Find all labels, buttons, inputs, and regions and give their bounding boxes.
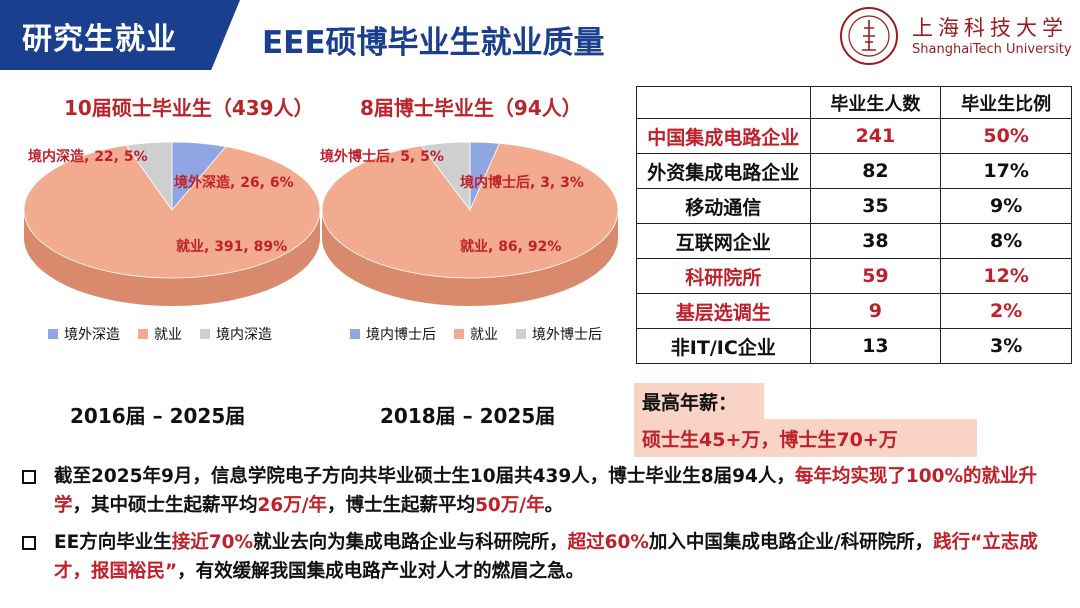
- page-title: EEE硕博毕业生就业质量: [262, 25, 605, 61]
- table-row: 中国集成电路企业 241 50%: [636, 118, 1072, 154]
- pie-side-band: [322, 210, 618, 306]
- table-header-row: 毕业生人数 毕业生比例: [636, 86, 1072, 119]
- bullet-item: 截至2025年9月，信息学院电子方向共毕业硕士生10届共439人，博士毕业生8届…: [22, 462, 1062, 520]
- table-cell-category: 基层选调生: [636, 293, 811, 329]
- legend-item: 境外博士后: [516, 324, 602, 344]
- phd-label-abroad: 境外博士后, 5, 5%: [320, 149, 444, 165]
- employment-table: 毕业生人数 毕业生比例 中国集成电路企业 241 50% 外资集成电路企业 82 17% 移…: [636, 86, 1072, 364]
- university-logo: 上海科技大学 ShanghaiTech University: [838, 6, 1078, 66]
- legend-item: 就业: [454, 324, 498, 344]
- pie-slice-就业: [321, 142, 619, 279]
- table-row: 外资集成电路企业 82 17%: [636, 153, 1072, 189]
- table-cell-count: 82: [809, 153, 942, 189]
- table-cell-category: 科研院所: [636, 258, 811, 294]
- table-cell-category: 互联网企业: [636, 223, 811, 259]
- table-cell-count: 35: [809, 188, 942, 224]
- pie-slice-境外博士后: [420, 141, 471, 212]
- master-label-employed: 就业, 391, 89%: [176, 239, 288, 255]
- phd-pie-title: 8届博士毕业生（94人）: [360, 96, 582, 120]
- section-tag-label: 研究生就业: [22, 22, 177, 57]
- table-cell-category: 外资集成电路企业: [636, 153, 811, 189]
- master-pie-title: 10届硕士毕业生（439人）: [64, 96, 314, 120]
- table-cell-count: 59: [809, 258, 942, 294]
- legend-item: 境内深造: [200, 324, 272, 344]
- summary-bullets: 截至2025年9月，信息学院电子方向共毕业硕士生10届共439人，博士毕业生8届…: [22, 462, 1062, 594]
- logo-english-name: ShanghaiTech University: [912, 42, 1072, 57]
- master-label-domestic: 境内深造, 22, 5%: [28, 149, 148, 165]
- master-period: 2016届 – 2025届: [70, 404, 246, 428]
- master-label-abroad: 境外深造, 26, 6%: [174, 175, 294, 191]
- table-cell-count: 13: [809, 328, 942, 364]
- table-header-cell: [636, 86, 811, 119]
- legend-item: 就业: [138, 324, 182, 344]
- header-bar: 研究生就业 EEE硕博毕业生就业质量 上海科技大学 ShanghaiTech U…: [0, 0, 1080, 70]
- table-cell-ratio: 3%: [940, 328, 1072, 364]
- table-header-cell: 毕业生比例: [940, 86, 1072, 119]
- table-cell-ratio: 2%: [940, 293, 1072, 329]
- table-cell-ratio: 12%: [940, 258, 1072, 294]
- logo-chinese-name: 上海科技大学: [912, 16, 1068, 40]
- table-header-cell: 毕业生人数: [809, 86, 942, 119]
- checkbox-square-icon: [22, 536, 36, 550]
- table-row: 非IT/IC企业 13 3%: [636, 328, 1072, 364]
- table-row: 互联网企业 38 8%: [636, 223, 1072, 259]
- table-cell-count: 9: [809, 293, 942, 329]
- table-cell-ratio: 50%: [940, 118, 1072, 154]
- table-row: 科研院所 59 12%: [636, 258, 1072, 294]
- bullet-item: EE方向毕业生接近70%就业去向为集成电路企业与科研院所，超过60%加入中国集成…: [22, 528, 1062, 586]
- phd-pie-legend: 境内博士后 就业 境外博士后: [350, 324, 602, 344]
- table-cell-ratio: 17%: [940, 153, 1072, 189]
- university-seal-icon: [840, 7, 898, 65]
- table-row: 移动通信 35 9%: [636, 188, 1072, 224]
- phd-label-domestic: 境内博士后, 3, 3%: [460, 175, 584, 191]
- table-cell-count: 241: [809, 118, 942, 154]
- table-cell-ratio: 9%: [940, 188, 1072, 224]
- pie-slice-就业: [23, 144, 321, 279]
- section-tag: [0, 0, 240, 70]
- legend-item: 境内博士后: [350, 324, 436, 344]
- table-cell-count: 38: [809, 223, 942, 259]
- table-cell-category: 移动通信: [636, 188, 811, 224]
- master-pie-legend: 境外深造 就业 境内深造: [48, 324, 272, 344]
- master-pie-chart: [23, 141, 321, 306]
- pie-side-band: [24, 210, 320, 306]
- legend-item: 境外深造: [48, 324, 120, 344]
- table-cell-category: 非IT/IC企业: [636, 328, 811, 364]
- max-salary-value: 硕士生45+万，博士生70+万: [634, 419, 977, 457]
- table-row: 基层选调生 9 2%: [636, 293, 1072, 329]
- phd-label-employed: 就业, 86, 92%: [460, 239, 562, 255]
- pie-slice-境内深造: [125, 141, 173, 212]
- table-cell-category: 中国集成电路企业: [636, 118, 811, 154]
- phd-period: 2018届 – 2025届: [380, 404, 556, 428]
- table-cell-ratio: 8%: [940, 223, 1072, 259]
- max-salary-label: 最高年薪：: [634, 383, 764, 419]
- phd-pie-chart: [321, 141, 619, 306]
- checkbox-square-icon: [22, 470, 36, 484]
